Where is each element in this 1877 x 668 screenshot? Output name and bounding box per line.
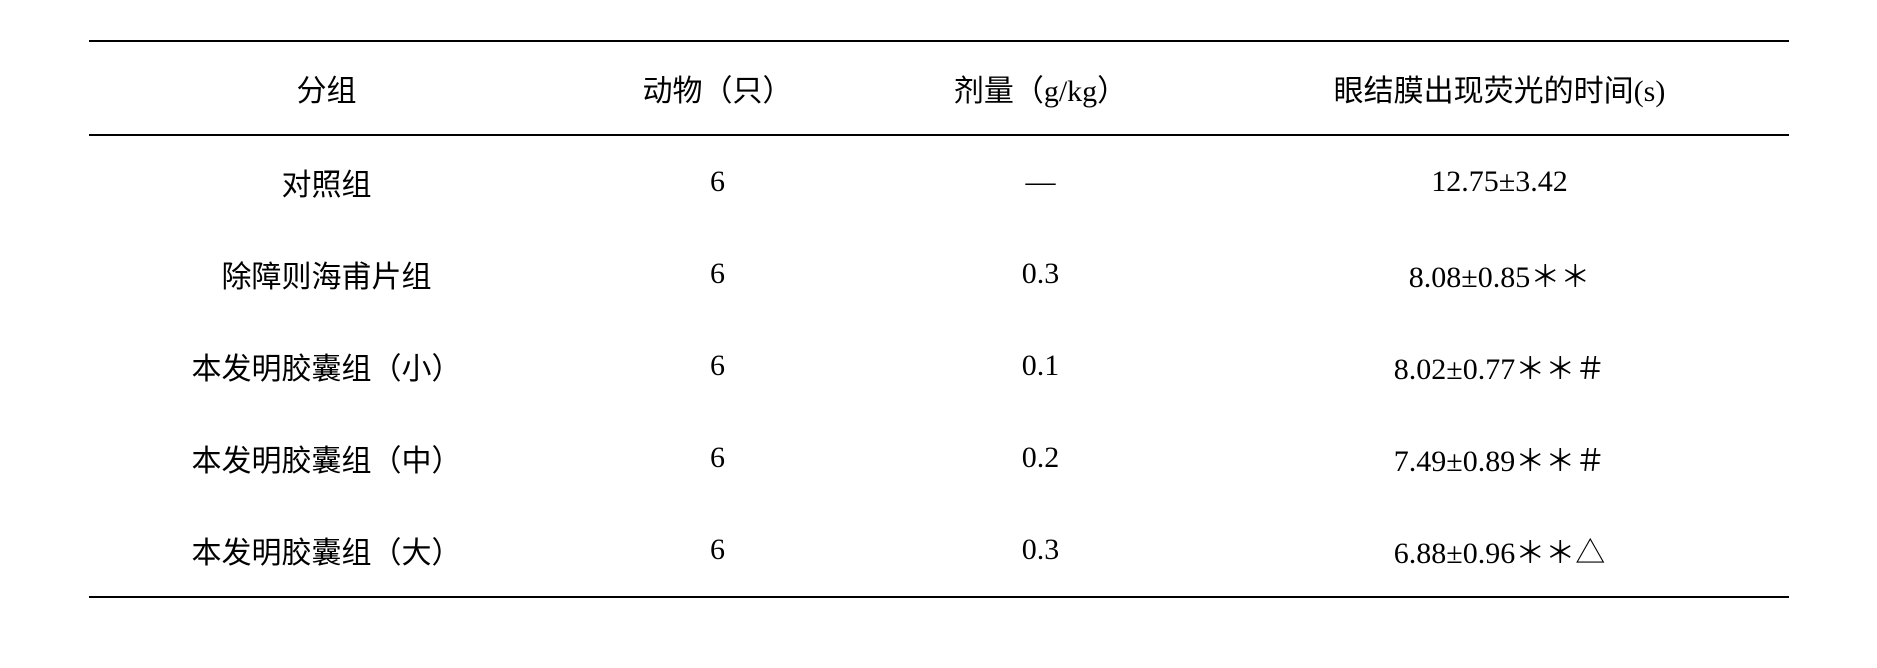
data-table: 分组 动物（只） 剂量（g/kg） 眼结膜出现荧光的时间(s) 对照组 6 — … bbox=[89, 40, 1789, 598]
cell-dose: 0.2 bbox=[871, 412, 1211, 504]
col-header-animal: 动物（只） bbox=[565, 41, 871, 135]
cell-dose: 0.1 bbox=[871, 320, 1211, 412]
table-row: 对照组 6 — 12.75±3.42 bbox=[89, 135, 1789, 228]
cell-animal: 6 bbox=[565, 228, 871, 320]
cell-animal: 6 bbox=[565, 135, 871, 228]
table-row: 本发明胶囊组（大） 6 0.3 6.88±0.96＊＊△ bbox=[89, 504, 1789, 597]
cell-animal: 6 bbox=[565, 412, 871, 504]
cell-dose: — bbox=[871, 135, 1211, 228]
table-row: 本发明胶囊组（中） 6 0.2 7.49±0.89＊＊＃ bbox=[89, 412, 1789, 504]
cell-group: 本发明胶囊组（大） bbox=[89, 504, 565, 597]
cell-dose: 0.3 bbox=[871, 228, 1211, 320]
cell-dose: 0.3 bbox=[871, 504, 1211, 597]
cell-animal: 6 bbox=[565, 504, 871, 597]
cell-animal: 6 bbox=[565, 320, 871, 412]
cell-time: 7.49±0.89＊＊＃ bbox=[1211, 412, 1789, 504]
cell-time: 8.08±0.85＊＊ bbox=[1211, 228, 1789, 320]
col-header-dose: 剂量（g/kg） bbox=[871, 41, 1211, 135]
col-header-time: 眼结膜出现荧光的时间(s) bbox=[1211, 41, 1789, 135]
col-header-group: 分组 bbox=[89, 41, 565, 135]
cell-group: 对照组 bbox=[89, 135, 565, 228]
cell-time: 12.75±3.42 bbox=[1211, 135, 1789, 228]
cell-group: 本发明胶囊组（小） bbox=[89, 320, 565, 412]
cell-time: 8.02±0.77＊＊＃ bbox=[1211, 320, 1789, 412]
cell-time: 6.88±0.96＊＊△ bbox=[1211, 504, 1789, 597]
table-header-row: 分组 动物（只） 剂量（g/kg） 眼结膜出现荧光的时间(s) bbox=[89, 41, 1789, 135]
table-row: 本发明胶囊组（小） 6 0.1 8.02±0.77＊＊＃ bbox=[89, 320, 1789, 412]
cell-group: 本发明胶囊组（中） bbox=[89, 412, 565, 504]
cell-group: 除障则海甫片组 bbox=[89, 228, 565, 320]
table-row: 除障则海甫片组 6 0.3 8.08±0.85＊＊ bbox=[89, 228, 1789, 320]
